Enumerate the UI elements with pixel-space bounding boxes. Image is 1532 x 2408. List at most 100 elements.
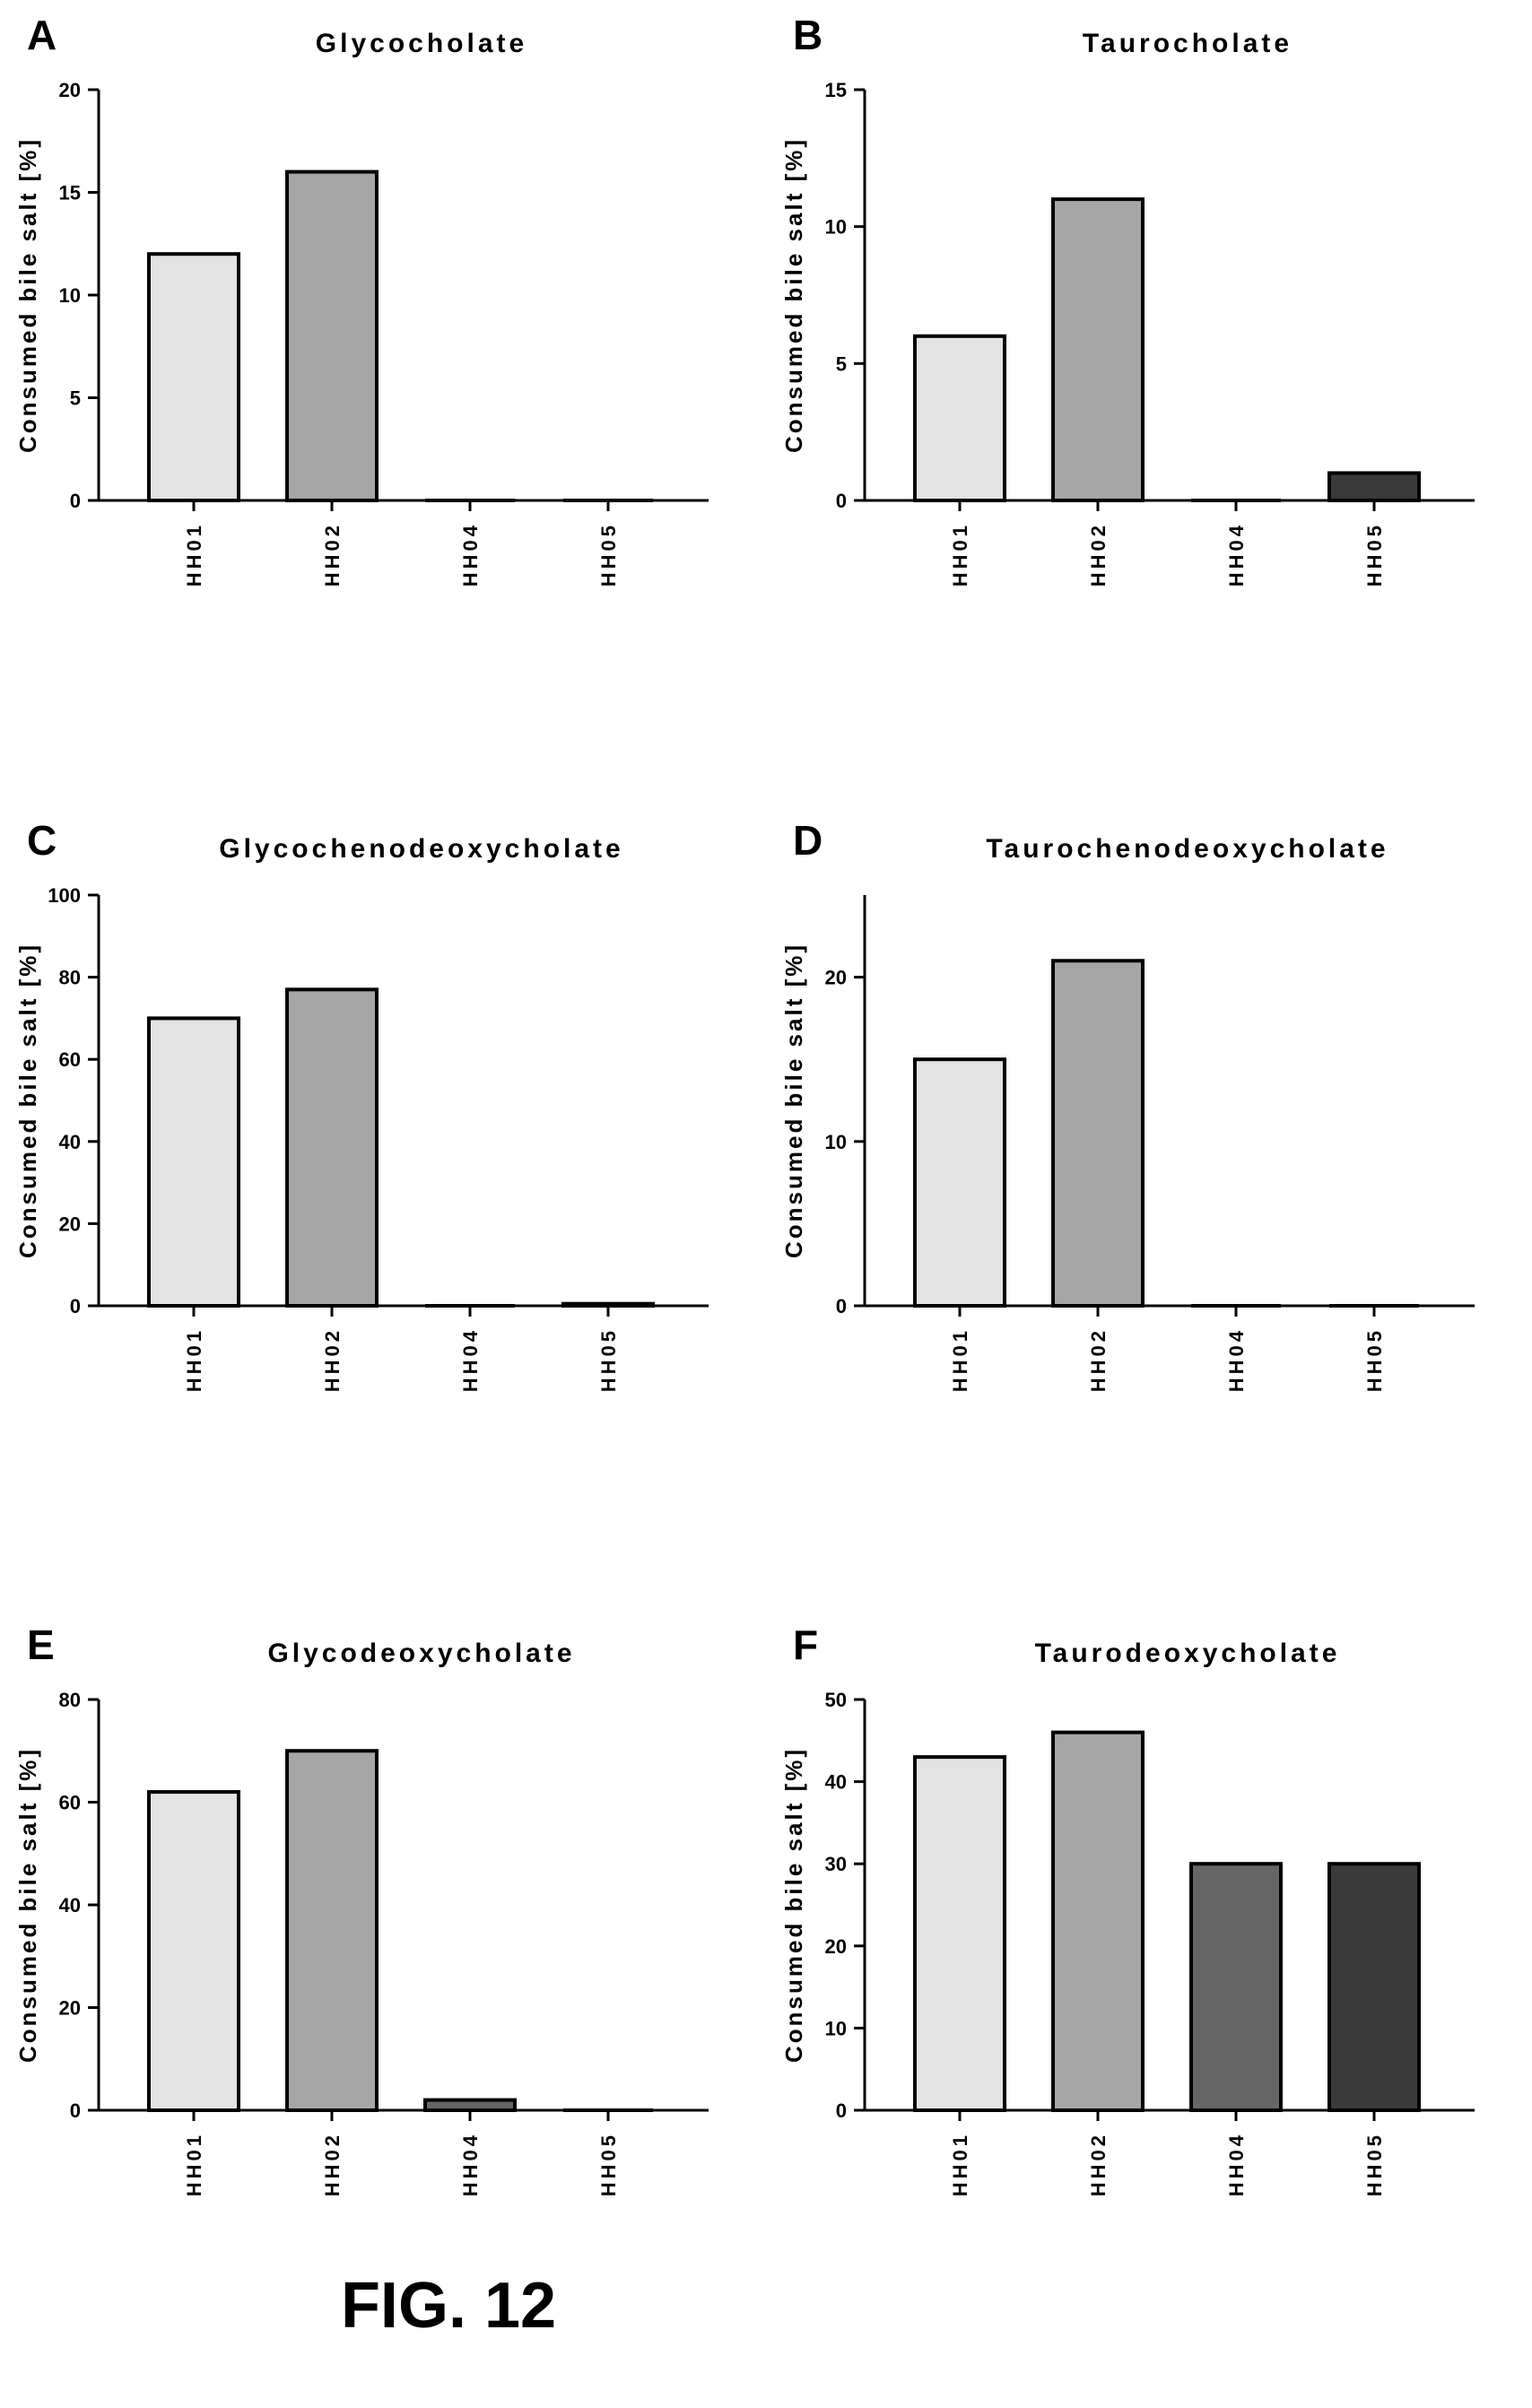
chart-svg: A Glycocholate Consumed bile salt [%] 0 5 10 1…: [14, 12, 709, 587]
bar-hh04: [423, 2098, 517, 2112]
x-tick-label-hh05: HH05: [1363, 522, 1386, 587]
y-axis-label: Consumed bile salt [%]: [780, 1747, 807, 2063]
x-tick-label-hh04: HH04: [1225, 2132, 1248, 2196]
bar-hh01: [147, 1016, 240, 1308]
y-tick-label: 80: [59, 967, 81, 989]
chart-title: Taurocholate: [1083, 29, 1293, 58]
x-tick-label-hh05: HH05: [597, 2132, 620, 2196]
chart-title: Glycodeoxycholate: [267, 1639, 575, 1668]
x-tick-label-hh01: HH01: [949, 1327, 971, 1392]
chart-svg: F Taurodeoxycholate Consumed bile salt [%]…: [780, 1621, 1475, 2196]
bar-hh04: [1189, 1862, 1283, 2112]
y-axis-label: Consumed bile salt [%]: [780, 943, 807, 1258]
bar-hh02: [285, 170, 379, 502]
bar-hh01: [913, 1057, 1006, 1308]
chart-panel-f: F Taurodeoxycholate Consumed bile salt [%]…: [766, 1610, 1532, 2408]
x-tick-label-hh01: HH01: [183, 1327, 205, 1392]
figure-caption: FIG. 12: [340, 2270, 557, 2342]
panel-letter: F: [793, 1621, 818, 1668]
x-tick-label-hh02: HH02: [321, 1327, 344, 1392]
chart-svg: D Taurochenodeoxycholate Consumed bile sal…: [780, 817, 1475, 1392]
panel-letter: A: [27, 12, 57, 58]
y-axis-label: Consumed bile salt [%]: [14, 943, 41, 1258]
y-tick-label: 10: [825, 1131, 847, 1153]
y-tick-label: 0: [70, 1295, 81, 1317]
chart-panel-b: B Taurocholate Consumed bile salt [%] 0 5 10 1…: [766, 0, 1532, 798]
bar-hh01: [913, 1755, 1006, 2112]
bar-hh01: [913, 334, 1006, 502]
chart-panel-c: C Glycochenodeoxycholate Consumed bile sal…: [0, 805, 766, 1604]
x-tick-label-hh02: HH02: [321, 522, 344, 587]
bar-hh01: [147, 252, 240, 502]
chart-title: Taurochenodeoxycholate: [986, 834, 1388, 864]
x-tick-label-hh05: HH05: [597, 522, 620, 587]
y-tick-label: 60: [59, 1792, 81, 1814]
x-tick-label-hh01: HH01: [949, 522, 971, 587]
x-tick-label-hh04: HH04: [459, 1327, 482, 1392]
bar-hh02: [1051, 197, 1145, 502]
y-tick-label: 5: [70, 387, 81, 410]
x-tick-label-hh04: HH04: [459, 522, 482, 587]
panel-letter: C: [27, 817, 57, 864]
chart-panel-d: D Taurochenodeoxycholate Consumed bile sal…: [766, 805, 1532, 1604]
x-tick-label-hh05: HH05: [1363, 2132, 1386, 2196]
chart-svg: B Taurocholate Consumed bile salt [%] 0 5 10 1…: [780, 12, 1475, 587]
y-tick-label: 40: [825, 1771, 847, 1794]
y-axis-label: Consumed bile salt [%]: [14, 137, 41, 453]
x-tick-label-hh04: HH04: [1225, 1327, 1248, 1392]
y-tick-label: 30: [825, 1853, 847, 1875]
y-tick-label: 100: [48, 884, 81, 907]
y-tick-label: 60: [59, 1048, 81, 1071]
x-tick-label-hh01: HH01: [183, 522, 205, 587]
y-tick-label: 5: [836, 352, 847, 375]
y-tick-label: 0: [836, 490, 847, 512]
panel-letter: D: [793, 817, 823, 864]
x-tick-label-hh01: HH01: [949, 2132, 971, 2196]
y-tick-label: 10: [59, 284, 81, 307]
chart-svg: E Glycodeoxycholate Consumed bile salt [%]…: [14, 1621, 709, 2196]
bar-hh05: [1327, 471, 1421, 503]
y-tick-label: 40: [59, 1131, 81, 1153]
y-tick-label: 20: [59, 1213, 81, 1235]
y-tick-label: 10: [825, 2017, 847, 2039]
chart-panel-e: E Glycodeoxycholate Consumed bile salt [%]…: [0, 1610, 766, 2408]
y-tick-label: 50: [825, 1689, 847, 1711]
y-axis-label: Consumed bile salt [%]: [14, 1747, 41, 2063]
x-tick-label-hh04: HH04: [1225, 522, 1248, 587]
bar-hh05: [1327, 1862, 1421, 2112]
x-tick-label-hh02: HH02: [1087, 1327, 1110, 1392]
y-tick-label: 0: [836, 2099, 847, 2122]
chart-panel-a: A Glycocholate Consumed bile salt [%] 0 5 10 1…: [0, 0, 766, 798]
chart-title: Taurodeoxycholate: [1035, 1639, 1341, 1668]
x-tick-label-hh05: HH05: [597, 1327, 620, 1392]
bar-hh02: [285, 987, 379, 1308]
bar-hh02: [1051, 959, 1145, 1308]
chart-title: Glycochenodeoxycholate: [219, 834, 623, 864]
x-tick-label-hh01: HH01: [183, 2132, 205, 2196]
bar-hh02: [1051, 1730, 1145, 2112]
x-tick-label-hh02: HH02: [1087, 522, 1110, 587]
y-tick-label: 0: [836, 1295, 847, 1317]
y-tick-label: 15: [825, 79, 847, 101]
x-tick-label-hh04: HH04: [459, 2132, 482, 2196]
y-tick-label: 0: [70, 2099, 81, 2122]
y-tick-label: 20: [825, 1935, 847, 1958]
bar-hh02: [285, 1749, 379, 2112]
y-tick-label: 20: [59, 79, 81, 101]
y-tick-label: 80: [59, 1689, 81, 1711]
y-tick-label: 15: [59, 182, 81, 204]
x-tick-label-hh05: HH05: [1363, 1327, 1386, 1392]
y-tick-label: 20: [825, 967, 847, 989]
x-tick-label-hh02: HH02: [1087, 2132, 1110, 2196]
panel-letter: E: [27, 1621, 55, 1668]
figure: A Glycocholate Consumed bile salt [%] 0 5 10 1…: [0, 0, 1532, 2342]
chart-svg: C Glycochenodeoxycholate Consumed bile sal…: [14, 817, 709, 1392]
y-tick-label: 40: [59, 1894, 81, 1917]
panel-letter: B: [793, 12, 823, 58]
chart-title: Glycocholate: [316, 29, 527, 58]
y-tick-label: 20: [59, 1997, 81, 2020]
x-tick-label-hh02: HH02: [321, 2132, 344, 2196]
bar-hh01: [147, 1790, 240, 2113]
y-axis-label: Consumed bile salt [%]: [780, 137, 807, 453]
y-tick-label: 10: [825, 216, 847, 239]
